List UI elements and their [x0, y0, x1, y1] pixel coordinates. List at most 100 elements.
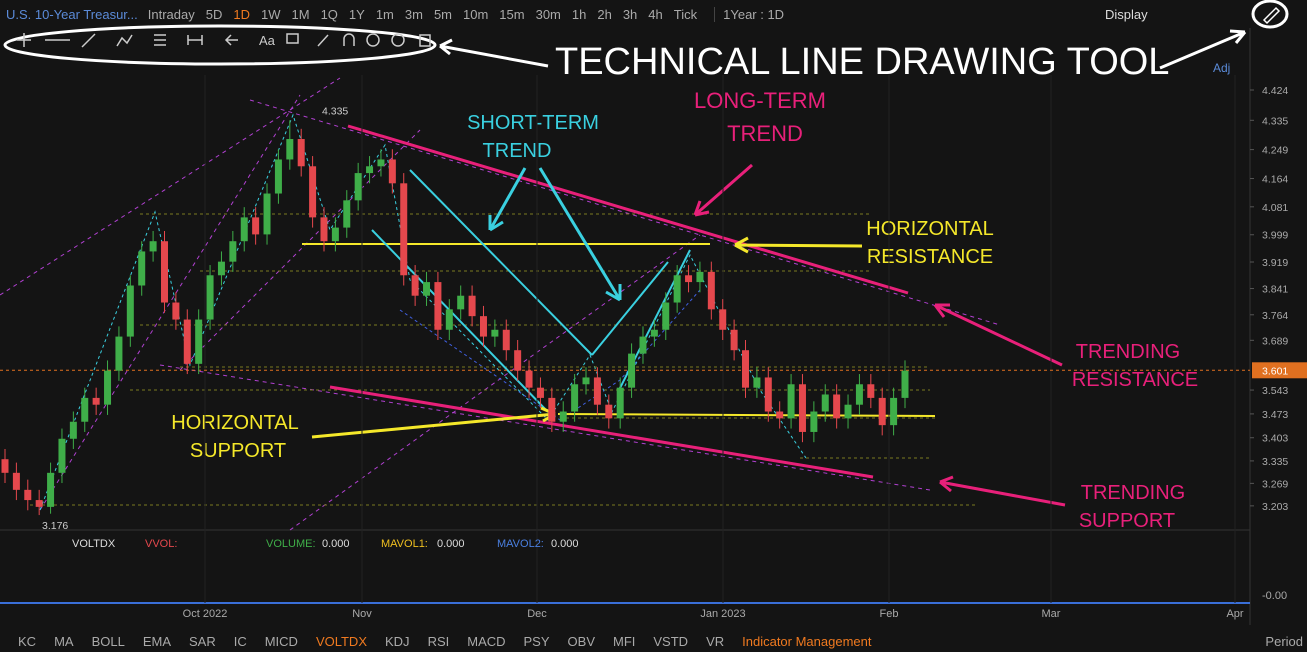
move-icon[interactable] [17, 33, 31, 47]
indicator-tab[interactable]: MICD [264, 633, 298, 649]
candle-body [901, 370, 909, 398]
fan-line [249, 99, 1001, 326]
indicator-tab[interactable]: PSY [523, 633, 550, 649]
y-tick-label: 4.164 [1262, 174, 1288, 186]
candle-body [423, 282, 431, 296]
candle-body [730, 329, 738, 351]
candle-body [639, 336, 647, 354]
indicator-tab[interactable]: BOLL [91, 633, 125, 649]
annotation: SUPPORT [190, 440, 286, 462]
annotation: HORIZONTAL [171, 412, 298, 434]
candle-body [58, 438, 66, 473]
interval[interactable]: 5D [205, 6, 223, 22]
indicator-tab[interactable]: MACD [467, 633, 506, 649]
interval[interactable]: 5m [433, 6, 452, 22]
interval[interactable]: 1W [261, 6, 281, 22]
interval[interactable]: 1Q [320, 6, 338, 22]
text-tool[interactable]: Aa [259, 33, 276, 48]
candle-body [12, 472, 20, 490]
indicator-tab[interactable]: VOLTDX [315, 633, 367, 649]
x-tick-label: Mar [1042, 608, 1061, 620]
annotation: SHORT-TERM [467, 112, 599, 134]
fib-icon[interactable] [154, 34, 166, 46]
candle-body [183, 319, 191, 364]
indicator-tab[interactable]: VR [706, 633, 725, 649]
indicator-management[interactable]: Indicator Management [742, 633, 872, 649]
lock-icon[interactable] [366, 33, 380, 47]
y-tick-label: 3.764 [1262, 310, 1288, 322]
tool-circle [1251, 0, 1289, 29]
short-trend-line [591, 261, 669, 356]
interval[interactable]: 1Y [348, 6, 365, 22]
zigzag [39, 113, 807, 511]
y-tick-label: 3.999 [1262, 230, 1288, 242]
candle-body [297, 139, 305, 167]
arrow [933, 303, 1063, 367]
hide-icon[interactable] [391, 33, 405, 47]
indicator-tab[interactable]: RSI [427, 633, 450, 649]
annotation: HORIZONTAL [866, 218, 993, 240]
x-tick-label: Dec [527, 608, 547, 620]
candle-body [47, 472, 55, 507]
pen-icon[interactable] [317, 34, 329, 47]
pencil-icon[interactable] [1262, 6, 1281, 25]
interval[interactable]: Intraday [147, 6, 195, 22]
interval[interactable]: 30m [535, 6, 561, 22]
indicator-tab[interactable]: IC [233, 633, 247, 649]
indicator-tab[interactable]: OBV [567, 633, 595, 649]
mavol1-value: 0.000 [437, 538, 465, 550]
indicator-tab[interactable]: EMA [142, 633, 171, 649]
indicator-tab[interactable]: MFI [613, 633, 636, 649]
toolbar-circle [3, 24, 437, 66]
indicator-tab[interactable]: VSTD [653, 633, 689, 649]
interval[interactable]: Tick [673, 6, 698, 22]
candle-body [571, 384, 579, 412]
ray-icon[interactable] [81, 33, 96, 48]
interval[interactable]: 3h [622, 6, 638, 22]
vvol-label: VVOL: [145, 538, 178, 550]
indicator-tab[interactable]: SAR [188, 633, 216, 649]
candle-body [593, 377, 601, 405]
interval[interactable]: 10m [463, 6, 489, 22]
interval[interactable]: 3m [404, 6, 423, 22]
candle-body [229, 241, 237, 262]
note-icon[interactable] [286, 33, 299, 44]
candle-body [855, 384, 863, 405]
long-term-resistance [347, 124, 909, 295]
adj[interactable]: Adj [1213, 61, 1230, 75]
short-trend-line [409, 169, 593, 356]
candle-body [195, 319, 203, 364]
symbol-title[interactable]: U.S. 10-Year Treasur... [6, 6, 138, 22]
indicator-tab[interactable]: KDJ [385, 633, 410, 649]
interval[interactable]: 1D [233, 6, 250, 22]
interval[interactable]: 15m [499, 6, 525, 22]
indicator-row: VOLTDX VVOL: VOLUME: 0.000 MAVOL1: 0.000… [0, 535, 1250, 553]
magnet-icon[interactable] [343, 33, 355, 46]
interval[interactable]: 2h [597, 6, 612, 22]
interval[interactable]: 1m [375, 6, 394, 22]
y-tick-label: 3.689 [1262, 335, 1288, 347]
candle-body [81, 397, 89, 422]
display-menu[interactable]: Display [1105, 6, 1148, 22]
indicator-name[interactable]: VOLTDX [72, 538, 116, 550]
volume-label: VOLUME: [266, 538, 316, 550]
range-icon[interactable] [187, 35, 203, 45]
interval[interactable]: 4h [648, 6, 663, 22]
period[interactable]: Period [1265, 633, 1303, 649]
indicator-tab[interactable]: MA [54, 633, 74, 649]
arrow-icon[interactable] [224, 34, 238, 46]
indicator-tab[interactable]: KC [18, 633, 37, 649]
wave-icon[interactable] [116, 34, 133, 47]
interval[interactable]: 1M [291, 6, 310, 22]
range[interactable]: 1Year : 1D [714, 6, 784, 22]
candle-body [35, 500, 43, 507]
candle-body [707, 271, 715, 310]
delete-icon[interactable] [419, 34, 431, 47]
arrow [939, 475, 1066, 507]
annotations: SHORT-TERM TREND LONG-TERM TREND HORIZON… [171, 88, 1198, 532]
interval[interactable]: 1h [571, 6, 587, 22]
candle-body [366, 166, 374, 174]
candle-body [536, 387, 544, 398]
candle-body [548, 397, 556, 422]
